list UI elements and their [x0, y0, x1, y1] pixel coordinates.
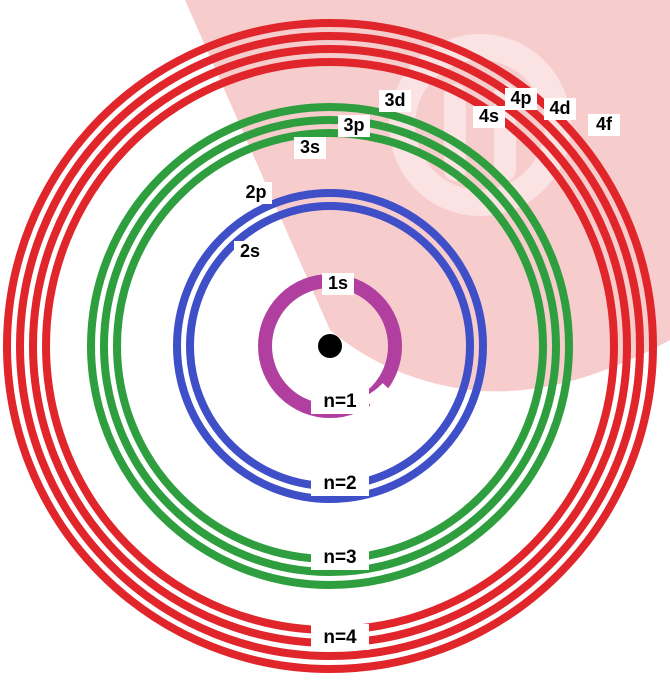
- subshell-label-3s: 3s: [294, 137, 326, 159]
- shell-label-text: n=2: [323, 473, 356, 494]
- subshell-label-text: 2p: [245, 182, 266, 202]
- subshell-label-text: 1s: [328, 273, 348, 293]
- subshell-label-text: 3d: [384, 90, 405, 110]
- subshell-label-4f: 4f: [588, 114, 620, 136]
- shell-label-n=3: n=3: [311, 544, 369, 570]
- subshell-label-text: 3p: [343, 115, 364, 135]
- subshell-label-text: 4d: [549, 98, 570, 118]
- shell-label-text: n=4: [323, 627, 357, 648]
- subshell-label-4s: 4s: [473, 106, 505, 128]
- orbital-ring-3p: [100, 116, 560, 576]
- orbital-ring-4d: [16, 32, 644, 660]
- subshell-label-text: 4f: [596, 114, 613, 134]
- shell-label-n=1: n=1: [311, 388, 369, 414]
- subshell-label-4p: 4p: [505, 88, 537, 110]
- orbital-labels: n=1 1s n=2 2s 2p n=3 3s 3p 3d n=4 4s 4p 4d 4f: [234, 88, 620, 650]
- subshell-label-3p: 3p: [338, 115, 370, 137]
- orbital-ring-3d: [87, 103, 573, 589]
- shell-label-n=4: n=4: [311, 624, 369, 650]
- shell-label-text: n=3: [323, 547, 356, 568]
- subshell-label-text: 4s: [479, 106, 499, 126]
- subshell-label-4d: 4d: [544, 98, 576, 120]
- subshell-label-text: 3s: [300, 137, 320, 157]
- shell-label-text: n=1: [323, 391, 357, 412]
- subshell-label-text: 4p: [510, 88, 531, 108]
- subshell-label-3d: 3d: [379, 90, 411, 112]
- subshell-label-1s: 1s: [322, 273, 354, 295]
- orbital-gap: [365, 382, 398, 414]
- subshell-label-2s: 2s: [234, 241, 266, 263]
- orbital-ring-2p: [173, 189, 487, 503]
- shell-label-n=2: n=2: [311, 470, 369, 496]
- nucleus-dot-icon: [318, 334, 342, 358]
- subshell-label-2p: 2p: [240, 182, 272, 204]
- subshell-label-text: 2s: [240, 241, 260, 261]
- orbital-ring-4f: [3, 19, 657, 673]
